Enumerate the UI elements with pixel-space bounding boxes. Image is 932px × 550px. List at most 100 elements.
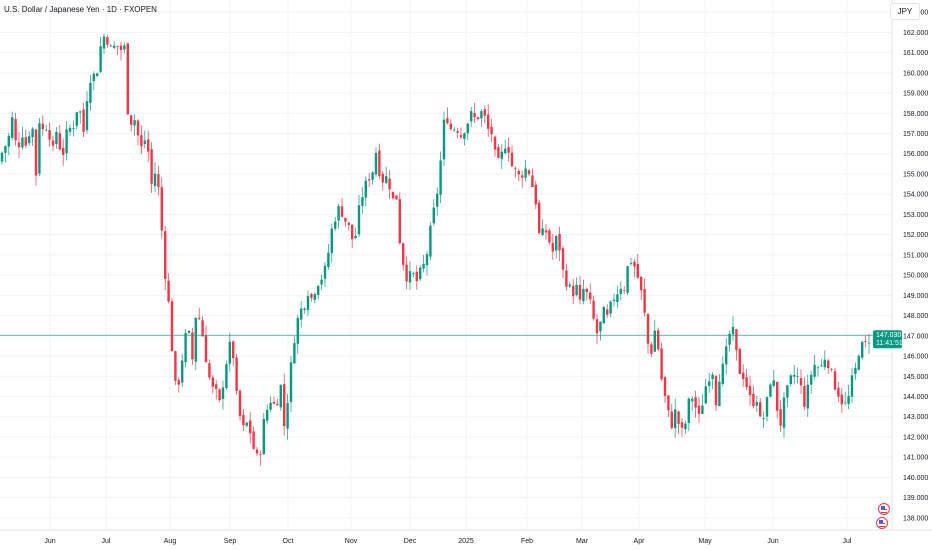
- candle-body: [558, 233, 561, 251]
- price-tick-label: 142.000: [903, 434, 928, 441]
- candle-body: [31, 128, 34, 138]
- candle-body: [504, 148, 507, 154]
- candle-body: [153, 173, 157, 186]
- candle-body: [612, 299, 616, 301]
- candle-body: [388, 178, 391, 190]
- price-axis[interactable]: 138.000 139.000 140.000 141.000 142.000 143.0…: [903, 10, 928, 523]
- candle-body: [680, 422, 684, 428]
- candle-body: [266, 409, 269, 421]
- candle-body: [368, 179, 371, 181]
- candle-body: [606, 309, 609, 315]
- candle-body: [436, 193, 439, 207]
- candle-body: [0, 152, 4, 162]
- price-badge-bg: [873, 330, 902, 349]
- candle-body: [497, 147, 500, 158]
- time-axis[interactable]: Jun Jul Aug Sep Oct Nov Dec 2025 Feb Mar Apr May Jun…: [44, 538, 852, 545]
- time-tick-label: Sep: [224, 538, 237, 545]
- candle-body: [415, 271, 418, 282]
- candle-body: [306, 296, 310, 310]
- candle-body: [786, 385, 789, 398]
- candle-body: [174, 351, 177, 381]
- us-flag-event-icon[interactable]: [876, 517, 888, 529]
- candle-body: [745, 377, 748, 388]
- candle-body: [215, 384, 218, 389]
- candle-body: [340, 206, 344, 217]
- candle-body: [595, 319, 599, 334]
- candle-body: [555, 235, 558, 251]
- time-tick-label: Jul: [843, 538, 852, 545]
- candle-body: [11, 117, 14, 138]
- candle-body: [476, 117, 480, 120]
- candle-body: [694, 397, 697, 408]
- candle-body: [181, 360, 184, 383]
- candle-body: [704, 386, 707, 404]
- candle-body: [51, 140, 55, 146]
- candle-body: [718, 381, 721, 407]
- candle-body: [517, 171, 520, 175]
- candle-body: [419, 267, 422, 280]
- candle-body: [116, 46, 119, 47]
- candle-body: [259, 454, 262, 455]
- candle-body: [96, 73, 99, 77]
- currency-label[interactable]: JPY: [890, 3, 920, 20]
- candle-body: [337, 206, 340, 221]
- candle-body: [725, 346, 728, 365]
- candle-body: [616, 294, 619, 302]
- candle-body: [422, 263, 425, 269]
- candle-body: [572, 285, 575, 297]
- candle-body: [619, 288, 622, 294]
- candle-body: [796, 376, 799, 377]
- candle-body: [364, 180, 367, 198]
- candle-body: [68, 127, 72, 132]
- candle-body: [330, 228, 333, 253]
- candle-body: [65, 129, 68, 154]
- us-flag-event-icon[interactable]: [878, 503, 890, 515]
- candle-body: [150, 149, 153, 184]
- candle-body: [446, 118, 449, 124]
- price-badge-countdown: 11:41:51: [876, 340, 903, 347]
- candle-body: [833, 371, 837, 390]
- candle-body: [691, 398, 694, 402]
- candle-body: [459, 134, 463, 138]
- candle-body: [157, 174, 160, 187]
- candle-body: [752, 393, 755, 407]
- price-tick-label: 154.000: [903, 192, 928, 199]
- candle-body: [657, 330, 660, 350]
- candle-body: [799, 378, 803, 386]
- time-tick-label: Jun: [44, 538, 55, 545]
- candle-body: [191, 332, 194, 360]
- candle-body: [585, 288, 588, 293]
- candle-body: [551, 242, 554, 252]
- price-tick-label: 138.000: [903, 515, 928, 522]
- candle-body: [187, 330, 191, 333]
- candle-body: [283, 384, 286, 427]
- candle-body: [412, 273, 415, 274]
- candle-body: [793, 375, 796, 377]
- candle-body: [473, 112, 476, 118]
- time-tick-label: Feb: [521, 538, 533, 545]
- time-tick-label: 2025: [458, 538, 474, 545]
- candle-body: [493, 136, 497, 150]
- candle-body: [589, 292, 592, 300]
- candle-body: [136, 120, 140, 136]
- candle-body: [442, 119, 446, 160]
- time-tick-label: Apr: [634, 538, 646, 545]
- candle-body: [398, 199, 401, 244]
- candle-body: [561, 248, 565, 270]
- candle-body: [643, 289, 646, 313]
- candle-body: [351, 224, 354, 240]
- candle-body: [4, 146, 7, 153]
- candle-body: [867, 342, 871, 344]
- candle-body: [289, 362, 293, 402]
- candle-body: [640, 276, 643, 291]
- candle-body: [864, 341, 867, 342]
- candle-body: [170, 301, 174, 352]
- candle-body: [310, 293, 313, 298]
- candle-body: [45, 129, 48, 131]
- time-tick-label: Dec: [404, 538, 417, 545]
- candle-body: [772, 380, 775, 386]
- candle-body: [201, 320, 204, 337]
- candle-body: [405, 264, 408, 282]
- candle-body: [24, 137, 27, 146]
